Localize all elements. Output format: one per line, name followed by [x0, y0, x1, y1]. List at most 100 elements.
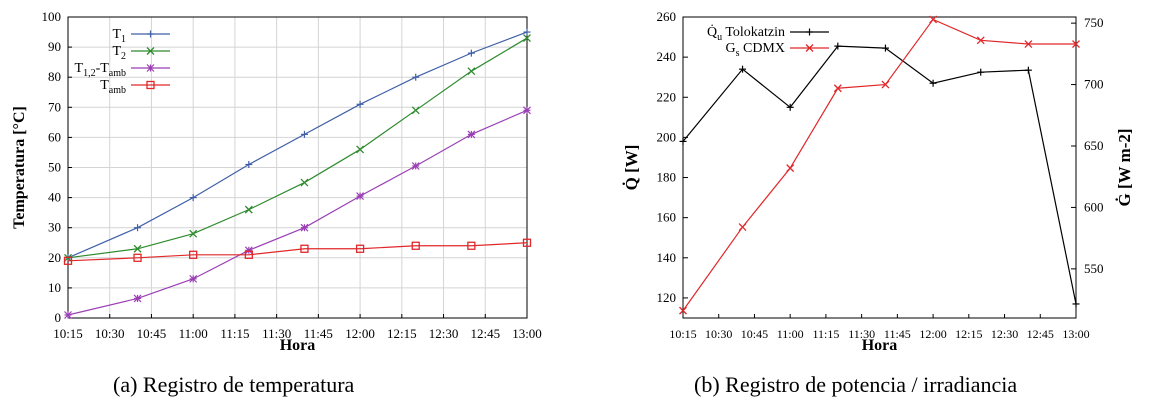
x-tick-label: 13:00	[1062, 327, 1089, 341]
figure: 0 10 20 30 40 50 60 70 80 90 100 10:15 10:30 10:45 11:…	[11, 9, 1134, 354]
x-tick-label: 10:45	[137, 326, 167, 341]
x-tick-label: 10:15	[53, 326, 83, 341]
data-point	[679, 306, 687, 315]
legend-marker	[146, 80, 155, 90]
y-right-tick-label: 650	[1084, 138, 1104, 153]
data-point	[133, 253, 142, 262]
x-axis-label: Hora	[862, 337, 898, 354]
legend-label: Q̇u Tolokatzin	[707, 23, 785, 43]
x-tick-label: 12:30	[991, 327, 1018, 341]
data-point	[355, 244, 365, 253]
x-tick-label: 12:15	[955, 327, 982, 341]
legend-marker	[146, 64, 155, 72]
data-point	[523, 34, 531, 43]
plot-frame	[682, 16, 1077, 319]
data-point	[786, 164, 795, 173]
y-axis-label: Temperatura [°C]	[11, 106, 28, 229]
series-line	[67, 109, 528, 316]
series-line	[67, 242, 528, 262]
data-point	[523, 106, 531, 115]
x-tick-label: 11:00	[777, 327, 804, 341]
data-point	[1024, 40, 1033, 48]
y-left-tick-label: 120	[657, 290, 677, 305]
x-tick-label: 11:45	[884, 327, 911, 341]
data-point	[133, 244, 142, 253]
y-left-tick-label: 260	[657, 9, 677, 24]
data-point	[411, 106, 420, 115]
data-point	[1072, 40, 1080, 48]
data-point	[244, 246, 253, 255]
x-tick-label: 11:30	[848, 327, 875, 341]
y-left-tick-label: 140	[657, 250, 677, 265]
y-left-tick-label: 240	[657, 49, 677, 64]
y-tick-label: 20	[48, 250, 61, 265]
y-right-tick-label: 550	[1084, 261, 1104, 276]
x-tick-label: 11:30	[262, 326, 291, 341]
legend-label: Gs CDMX	[725, 41, 785, 59]
caption-a: (a) Registro de temperatura	[113, 372, 355, 397]
x-tick-label: 13:00	[512, 326, 542, 341]
y-tick-label: 0	[55, 310, 62, 325]
y-tick-label: 100	[42, 9, 62, 24]
x-tick-label: 11:15	[220, 326, 249, 341]
legend-marker	[146, 47, 155, 55]
y-tick-label: 40	[48, 190, 61, 205]
data-point	[411, 241, 420, 250]
x-tick-label: 12:15	[387, 326, 417, 341]
legend-label: Tamb	[100, 78, 126, 96]
data-point	[63, 256, 73, 265]
data-point	[929, 15, 938, 24]
data-point	[467, 130, 476, 139]
y-left-tick-label: 180	[657, 170, 677, 185]
legend-label: T2	[112, 44, 126, 62]
y-right-tick-label: 750	[1084, 15, 1104, 30]
y-right-tick-label: 700	[1084, 77, 1104, 92]
series-line	[67, 31, 528, 259]
data-point	[244, 205, 253, 214]
data-point	[244, 250, 253, 259]
data-point	[64, 311, 72, 319]
data-point	[300, 178, 309, 187]
y-left-tick-label: 160	[657, 210, 677, 225]
x-tick-label: 12:30	[429, 326, 459, 341]
y-tick-label: 70	[48, 99, 61, 114]
x-axis-label: Hora	[280, 337, 316, 354]
y-right-axis-label: Ġ [W m-2]	[1115, 128, 1134, 206]
data-point	[356, 192, 365, 201]
data-point	[300, 223, 309, 232]
data-point	[300, 244, 309, 253]
x-tick-label: 12:45	[470, 326, 500, 341]
x-tick-label: 12:00	[919, 327, 946, 341]
y-tick-label: 80	[48, 69, 61, 84]
y-left-tick-label: 200	[657, 129, 677, 144]
data-point	[133, 294, 142, 303]
legend-label: T1,2-Tamb	[75, 61, 127, 79]
y-left-axis-label: Q̇ [W]	[622, 145, 641, 191]
data-point	[356, 145, 365, 154]
x-tick-label: 12:45	[1027, 327, 1054, 341]
data-point	[467, 241, 476, 250]
x-tick-label: 10:15	[669, 327, 696, 341]
legend-marker	[805, 44, 814, 52]
chart-power-irradiance: 120 140 160 180 200 220 240 260 550 600 650 700 750 1…	[622, 9, 1134, 354]
x-tick-label: 11:00	[179, 326, 208, 341]
y-left-tick-label: 220	[657, 89, 677, 104]
data-point	[467, 67, 476, 76]
series-line	[67, 37, 528, 259]
data-point	[522, 238, 532, 247]
x-tick-label: 11:45	[304, 326, 333, 341]
data-point	[411, 162, 420, 170]
x-tick-label: 10:30	[95, 326, 125, 341]
legend-label: T1	[112, 27, 126, 45]
data-point	[189, 250, 198, 259]
y-right-tick-label: 600	[1084, 199, 1104, 214]
data-point	[189, 229, 198, 238]
data-point	[881, 80, 890, 89]
chart-temperature: 0 10 20 30 40 50 60 70 80 90 100 10:15 10:30 10:45 11:…	[11, 9, 542, 354]
y-tick-label: 60	[48, 129, 61, 144]
x-tick-label: 11:15	[812, 327, 839, 341]
data-point	[833, 84, 842, 93]
series-line	[682, 18, 1076, 311]
y-tick-label: 30	[48, 220, 61, 235]
x-tick-label: 10:45	[741, 327, 768, 341]
